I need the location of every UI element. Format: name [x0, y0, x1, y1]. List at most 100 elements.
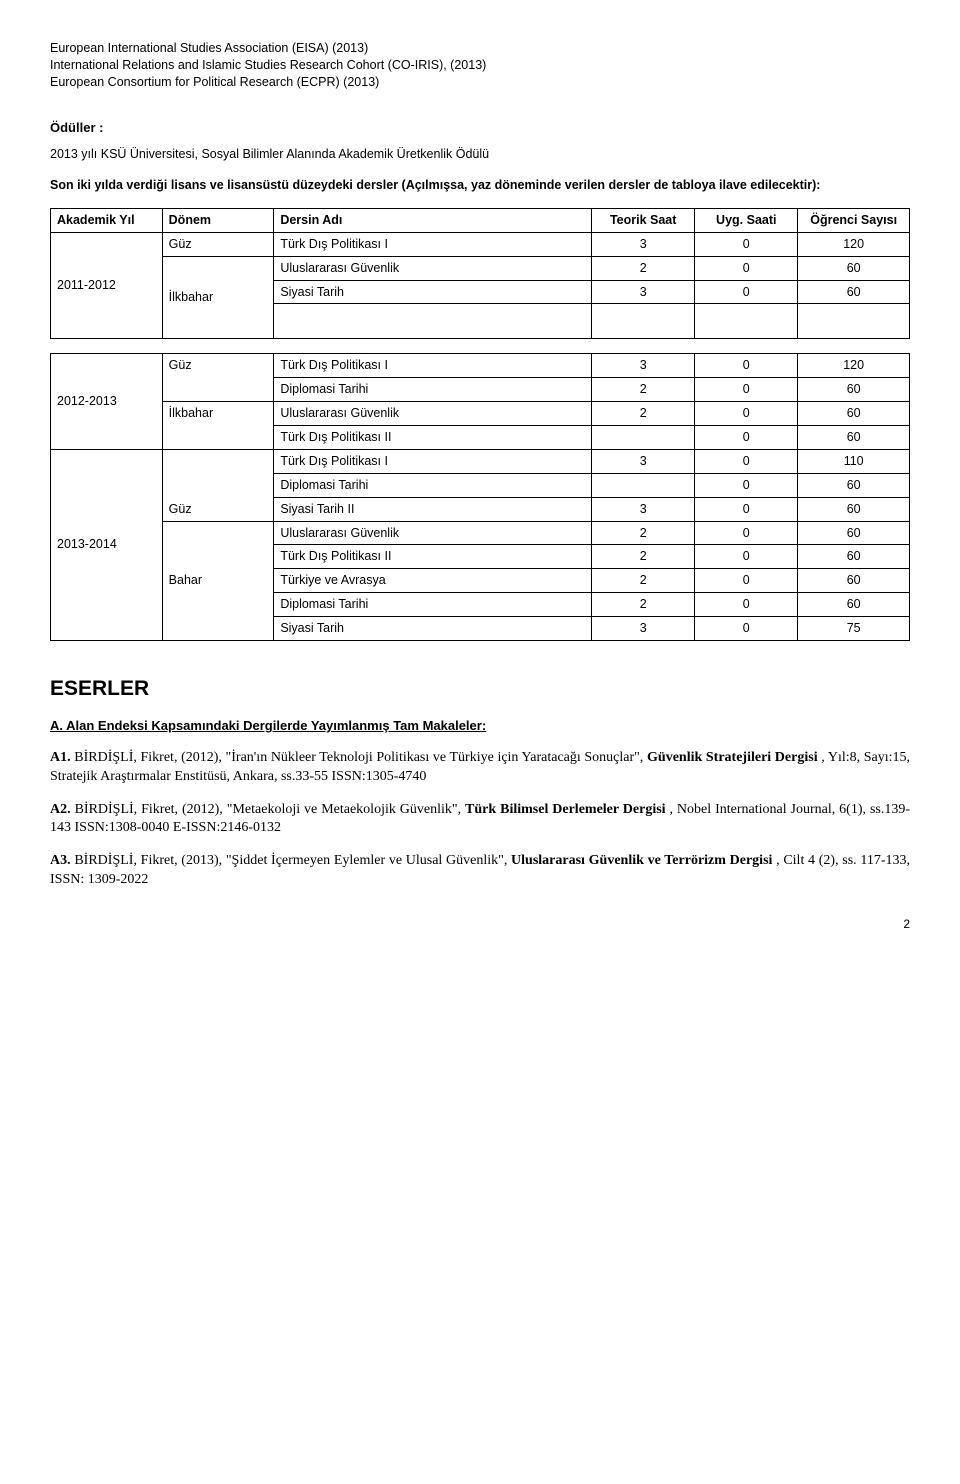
- cell-year: 2011-2012: [51, 232, 163, 339]
- cell-donem: Güz: [162, 232, 274, 256]
- cell-ders: Türk Dış Politikası II: [274, 545, 592, 569]
- header-line: European International Studies Associati…: [50, 40, 910, 57]
- cell-t: 3: [592, 617, 695, 641]
- cell-donem: Bahar: [162, 521, 274, 640]
- cell-o: 60: [798, 593, 910, 617]
- cell-u: 0: [695, 617, 798, 641]
- cell-t: 2: [592, 593, 695, 617]
- table-row: İlkbahar Uluslararası Güvenlik 2 0 60: [51, 256, 910, 280]
- cell-t: 2: [592, 256, 695, 280]
- cell-o: 60: [798, 569, 910, 593]
- cell-o: 60: [798, 473, 910, 497]
- cell-u: 0: [695, 449, 798, 473]
- cell-t: 2: [592, 378, 695, 402]
- cell-donem: İlkbahar: [162, 256, 274, 339]
- cell-t: 3: [592, 280, 695, 304]
- courses-intro: Son iki yılda verdiği lisans ve lisansüs…: [50, 177, 910, 194]
- col-ogrenci: Öğrenci Sayısı: [798, 208, 910, 232]
- section-a-title: A. Alan Endeksi Kapsamındaki Dergilerde …: [50, 717, 910, 735]
- cell-ders: Uluslararası Güvenlik: [274, 256, 592, 280]
- cell-o: 60: [798, 402, 910, 426]
- header-block: European International Studies Associati…: [50, 40, 910, 91]
- cell-o: 75: [798, 617, 910, 641]
- header-line: International Relations and Islamic Stud…: [50, 57, 910, 74]
- cell-o: 120: [798, 354, 910, 378]
- cell-t: 3: [592, 354, 695, 378]
- cell-o: 60: [798, 426, 910, 450]
- cell-u: 0: [695, 593, 798, 617]
- cell-ders: Siyasi Tarih: [274, 280, 592, 304]
- courses-table-2: 2012-2013 Güz Türk Dış Politikası I 3 0 …: [50, 353, 910, 641]
- cell-t: 2: [592, 545, 695, 569]
- cell-ders: Türk Dış Politikası I: [274, 449, 592, 473]
- col-donem: Dönem: [162, 208, 274, 232]
- cell-o: 120: [798, 232, 910, 256]
- cell-u: 0: [695, 473, 798, 497]
- cite-author: BİRDİŞLİ, Fikret, (2012), "İran'ın Nükle…: [74, 750, 647, 765]
- col-teorik: Teorik Saat: [592, 208, 695, 232]
- cite-label: A3.: [50, 853, 71, 868]
- cell-u: 0: [695, 402, 798, 426]
- cell-year: 2012-2013: [51, 354, 163, 450]
- col-yil: Akademik Yıl: [51, 208, 163, 232]
- cell-ders: Türk Dış Politikası II: [274, 426, 592, 450]
- cell-ders: Diplomasi Tarihi: [274, 473, 592, 497]
- cell-o: 60: [798, 256, 910, 280]
- cell-t: 3: [592, 449, 695, 473]
- cell-ders: Türk Dış Politikası I: [274, 354, 592, 378]
- cell-o: 60: [798, 378, 910, 402]
- page-number: 2: [50, 916, 910, 932]
- cell-t: 3: [592, 232, 695, 256]
- cell-ders: Diplomasi Tarihi: [274, 593, 592, 617]
- cell-u: 0: [695, 354, 798, 378]
- cell-u: 0: [695, 232, 798, 256]
- cell-u: 0: [695, 378, 798, 402]
- cite-journal: Türk Bilimsel Derlemeler Dergisi: [465, 802, 666, 817]
- cell-ders: Türkiye ve Avrasya: [274, 569, 592, 593]
- cell-t: [592, 473, 695, 497]
- cell-ders: Uluslararası Güvenlik: [274, 521, 592, 545]
- header-line: European Consortium for Political Resear…: [50, 74, 910, 91]
- col-uyg: Uyg. Saati: [695, 208, 798, 232]
- cell-t: 2: [592, 569, 695, 593]
- cell-t: 2: [592, 402, 695, 426]
- awards-title: Ödüller :: [50, 119, 910, 137]
- awards-text: 2013 yılı KSÜ Üniversitesi, Sosyal Bilim…: [50, 146, 910, 163]
- cite-author: BİRDİŞLİ, Fikret, (2013), "Şiddet İçerme…: [74, 853, 511, 868]
- citation-a2: A2. BİRDİŞLİ, Fikret, (2012), "Metaekolo…: [50, 801, 910, 839]
- cell-ders: Uluslararası Güvenlik: [274, 402, 592, 426]
- cell-u: 0: [695, 426, 798, 450]
- cell-t: [592, 426, 695, 450]
- table-row: 2012-2013 Güz Türk Dış Politikası I 3 0 …: [51, 354, 910, 378]
- cell-ders: Siyasi Tarih II: [274, 497, 592, 521]
- cell-t: 2: [592, 521, 695, 545]
- cite-label: A1.: [50, 750, 71, 765]
- table-row: Bahar Uluslararası Güvenlik 2 0 60: [51, 521, 910, 545]
- cell-year: 2013-2014: [51, 449, 163, 640]
- cite-journal: Uluslararası Güvenlik ve Terrörizm Dergi…: [511, 853, 772, 868]
- cell-ders: Siyasi Tarih: [274, 617, 592, 641]
- cell-o: 60: [798, 521, 910, 545]
- citation-a3: A3. BİRDİŞLİ, Fikret, (2013), "Şiddet İç…: [50, 852, 910, 890]
- table-row: 2011-2012 Güz Türk Dış Politikası I 3 0 …: [51, 232, 910, 256]
- eserler-title: ESERLER: [50, 675, 910, 703]
- cell-o: 110: [798, 449, 910, 473]
- cite-author: BİRDİŞLİ, Fikret, (2012), "Metaekoloji v…: [75, 802, 465, 817]
- cell-ders: Diplomasi Tarihi: [274, 378, 592, 402]
- cell-o: 60: [798, 545, 910, 569]
- cell-o: 60: [798, 280, 910, 304]
- table-row: İlkbahar Uluslararası Güvenlik 2 0 60: [51, 402, 910, 426]
- table-header-row: Akademik Yıl Dönem Dersin Adı Teorik Saa…: [51, 208, 910, 232]
- col-ders: Dersin Adı: [274, 208, 592, 232]
- cell-t: 3: [592, 497, 695, 521]
- cell-donem: Güz: [162, 354, 274, 402]
- citation-a1: A1. BİRDİŞLİ, Fikret, (2012), "İran'ın N…: [50, 749, 910, 787]
- courses-table-1: Akademik Yıl Dönem Dersin Adı Teorik Saa…: [50, 208, 910, 340]
- cell-u: 0: [695, 280, 798, 304]
- cell-u: 0: [695, 497, 798, 521]
- cell-donem: İlkbahar: [162, 402, 274, 450]
- cell-u: 0: [695, 521, 798, 545]
- cell-donem: Güz: [162, 449, 274, 521]
- cell-u: 0: [695, 569, 798, 593]
- cell-u: 0: [695, 545, 798, 569]
